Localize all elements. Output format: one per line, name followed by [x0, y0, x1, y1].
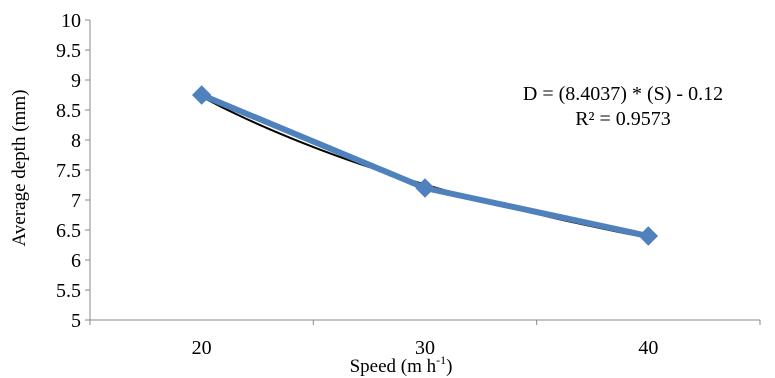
y-tick-label: 8 [71, 130, 81, 152]
y-tick-label: 7.5 [56, 160, 81, 182]
data-point [191, 85, 212, 105]
trendline-equation: D = (8.4037) * (S) - 0.12 [523, 83, 723, 105]
x-axis-title-sup: -1 [436, 353, 446, 367]
y-tick-label: 7 [71, 190, 81, 212]
x-tick-label: 40 [638, 337, 658, 359]
data-point [638, 226, 659, 246]
y-tick-label: 8.5 [56, 100, 81, 122]
y-axis-title: Average depth (mm) [9, 90, 30, 247]
y-tick-label: 9.5 [56, 40, 81, 62]
x-axis-title-end: ) [446, 356, 452, 377]
y-tick-label: 6.5 [56, 220, 81, 242]
data-point [415, 178, 435, 198]
x-axis-title: Speed (m h-1) [350, 353, 453, 377]
y-tick-label: 10 [61, 10, 81, 32]
y-tick-label: 6 [71, 250, 81, 272]
y-tick-label: 9 [71, 70, 81, 92]
x-tick-label: 20 [192, 337, 212, 359]
trendline-r-squared: R² = 0.9573 [575, 108, 671, 130]
series-line [191, 85, 659, 246]
axes [85, 19, 761, 325]
x-axis-title-main: Speed (m h [350, 356, 437, 377]
y-tick-label: 5 [71, 310, 81, 332]
x-tick-label: 30 [415, 337, 435, 359]
y-tick-label: 5.5 [56, 280, 81, 302]
axis-labels: 5 5.5 6 6.5 7 7.5 8 8.5 9 9.5 10 20 30 40 [56, 10, 658, 359]
